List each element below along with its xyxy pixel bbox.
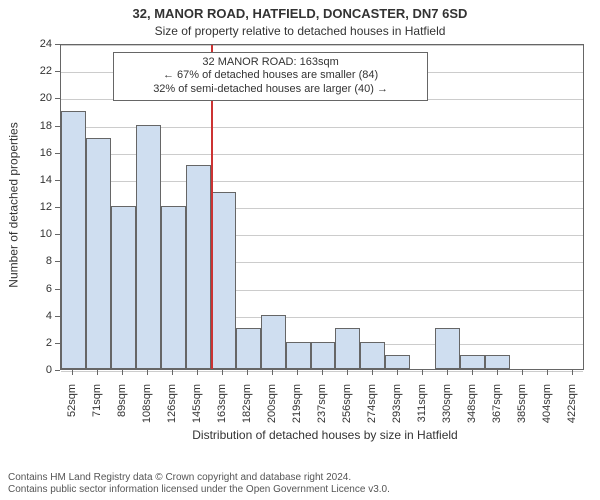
x-tick-mark <box>147 370 148 375</box>
x-tick-label: 52sqm <box>66 384 78 434</box>
x-tick-mark <box>522 370 523 375</box>
x-tick-mark <box>372 370 373 375</box>
bar <box>86 138 111 369</box>
x-tick-mark <box>272 370 273 375</box>
bar <box>186 165 211 369</box>
y-tick-mark <box>55 289 60 290</box>
y-tick-label: 14 <box>30 174 52 186</box>
x-tick-mark <box>572 370 573 375</box>
bar <box>261 315 286 369</box>
y-tick-mark <box>55 71 60 72</box>
y-tick-label: 4 <box>30 310 52 322</box>
x-tick-label: 126sqm <box>166 384 178 434</box>
x-tick-label: 422sqm <box>566 384 578 434</box>
y-tick-mark <box>55 180 60 181</box>
x-tick-mark <box>547 370 548 375</box>
y-tick-label: 6 <box>30 283 52 295</box>
y-tick-mark <box>55 153 60 154</box>
y-tick-mark <box>55 44 60 45</box>
x-tick-label: 200sqm <box>266 384 278 434</box>
x-tick-mark <box>197 370 198 375</box>
x-tick-label: 89sqm <box>116 384 128 434</box>
x-tick-mark <box>447 370 448 375</box>
y-tick-mark <box>55 343 60 344</box>
bar <box>360 342 385 369</box>
x-tick-label: 330sqm <box>441 384 453 434</box>
x-tick-label: 311sqm <box>416 384 428 434</box>
annotation-line1: 32 MANOR ROAD: 163sqm <box>120 56 420 70</box>
page-subtitle: Size of property relative to detached ho… <box>0 24 600 38</box>
x-tick-label: 367sqm <box>491 384 503 434</box>
x-tick-mark <box>322 370 323 375</box>
x-tick-label: 293sqm <box>391 384 403 434</box>
bar <box>385 355 410 369</box>
x-tick-mark <box>347 370 348 375</box>
bar <box>161 206 186 369</box>
x-tick-mark <box>172 370 173 375</box>
footer-line1: Contains HM Land Registry data © Crown c… <box>8 472 592 484</box>
x-tick-mark <box>472 370 473 375</box>
annotation-line2: ← 67% of detached houses are smaller (84… <box>120 69 420 83</box>
bar <box>460 355 485 369</box>
footer-line2: Contains public sector information licen… <box>8 484 592 496</box>
bar <box>236 328 261 369</box>
y-tick-mark <box>55 234 60 235</box>
y-tick-label: 0 <box>30 364 52 376</box>
footer: Contains HM Land Registry data © Crown c… <box>8 472 592 496</box>
y-tick-label: 20 <box>30 92 52 104</box>
bar <box>311 342 336 369</box>
x-tick-label: 256sqm <box>341 384 353 434</box>
x-tick-label: 348sqm <box>466 384 478 434</box>
x-tick-label: 145sqm <box>191 384 203 434</box>
y-tick-label: 10 <box>30 228 52 240</box>
bar <box>286 342 311 369</box>
page-title: 32, MANOR ROAD, HATFIELD, DONCASTER, DN7… <box>0 6 600 21</box>
annotation-line3: 32% of semi-detached houses are larger (… <box>120 83 420 97</box>
x-tick-mark <box>247 370 248 375</box>
y-tick-label: 24 <box>30 38 52 50</box>
x-tick-mark <box>222 370 223 375</box>
bar <box>136 125 161 370</box>
x-tick-label: 274sqm <box>366 384 378 434</box>
annotation-box: 32 MANOR ROAD: 163sqm ← 67% of detached … <box>113 52 427 101</box>
bar <box>61 111 86 369</box>
y-tick-label: 8 <box>30 255 52 267</box>
chart-plot-area: 32 MANOR ROAD: 163sqm ← 67% of detached … <box>60 44 584 370</box>
bar <box>485 355 510 369</box>
y-tick-mark <box>55 316 60 317</box>
y-axis-label-wrap: Number of detached properties <box>4 0 24 410</box>
y-tick-mark <box>55 207 60 208</box>
y-axis-label: Number of detached properties <box>7 122 21 287</box>
x-tick-mark <box>122 370 123 375</box>
x-tick-label: 71sqm <box>91 384 103 434</box>
y-tick-mark <box>55 98 60 99</box>
gridline <box>61 45 583 46</box>
bar <box>335 328 360 369</box>
x-tick-label: 219sqm <box>291 384 303 434</box>
x-tick-mark <box>497 370 498 375</box>
y-tick-mark <box>55 126 60 127</box>
x-tick-mark <box>422 370 423 375</box>
x-tick-label: 182sqm <box>241 384 253 434</box>
y-tick-mark <box>55 261 60 262</box>
x-tick-mark <box>72 370 73 375</box>
y-tick-label: 16 <box>30 147 52 159</box>
y-tick-label: 18 <box>30 120 52 132</box>
bar <box>435 328 460 369</box>
x-tick-label: 163sqm <box>216 384 228 434</box>
x-tick-mark <box>397 370 398 375</box>
bar <box>111 206 136 369</box>
x-tick-mark <box>97 370 98 375</box>
y-tick-label: 22 <box>30 65 52 77</box>
y-tick-label: 12 <box>30 201 52 213</box>
bar <box>211 192 236 369</box>
y-tick-mark <box>55 370 60 371</box>
x-tick-label: 108sqm <box>141 384 153 434</box>
x-tick-label: 404sqm <box>541 384 553 434</box>
y-tick-label: 2 <box>30 337 52 349</box>
x-tick-label: 237sqm <box>316 384 328 434</box>
x-tick-label: 385sqm <box>516 384 528 434</box>
x-tick-mark <box>297 370 298 375</box>
